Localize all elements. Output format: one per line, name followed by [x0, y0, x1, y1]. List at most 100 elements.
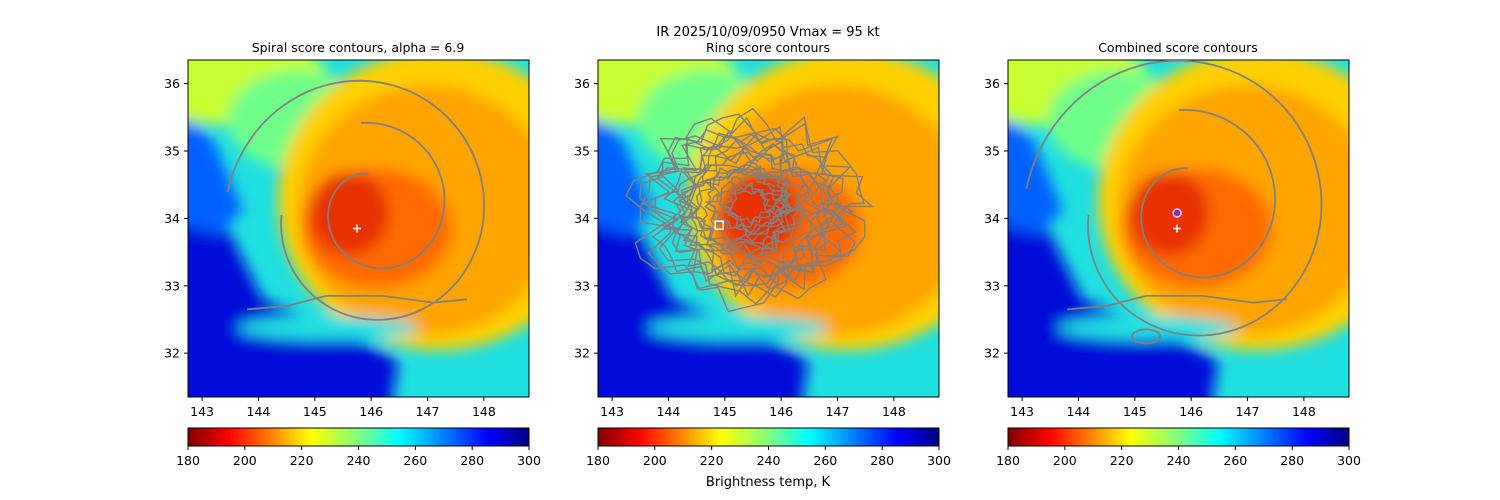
ring-contour [695, 168, 791, 251]
x-tick-label: 148 [472, 404, 496, 419]
panel-title-combined: Combined score contours [1098, 40, 1258, 55]
rainband-south [1058, 316, 1238, 340]
field-blobs [1008, 60, 1349, 397]
ring-contour [639, 127, 848, 298]
eyewall-cold-tops [309, 171, 390, 256]
colorbar-tick-label: 200 [643, 453, 667, 468]
y-tick-label: 32 [164, 346, 180, 361]
colorbar-gradient [187, 427, 530, 447]
x-tick-label: 147 [416, 404, 440, 419]
cold-clear-region [1008, 216, 1218, 397]
colorbar: 180 200 220 240 260 280 300 [996, 427, 1361, 468]
blue-region-west [188, 117, 243, 235]
colorbar-tick-label: 240 [1167, 453, 1191, 468]
blue-region-west [1008, 117, 1063, 235]
y-tick-label: 36 [574, 76, 590, 91]
x-tick-label: 144 [247, 404, 271, 419]
panel-title-spiral: Spiral score contours, alpha = 6.9 [252, 40, 465, 55]
ring-contour [676, 154, 820, 277]
x-tick-label: 144 [1067, 404, 1091, 419]
y-tick-label: 35 [164, 143, 180, 158]
ring-contour [651, 125, 841, 297]
cold-clear-region [598, 216, 808, 397]
y-tick-label: 33 [574, 278, 590, 293]
colorbar-tick-label: 200 [1053, 453, 1077, 468]
ring-center-square-marker [714, 220, 724, 230]
contours [625, 107, 874, 313]
ring-contour [696, 169, 802, 259]
colorbar-tick-label: 260 [403, 453, 427, 468]
colorbar-tick-label: 240 [757, 453, 781, 468]
panel-ring: Ring score contours 143 144 145 146 147 148 32… [574, 40, 951, 468]
spiral-contour-outer [1025, 60, 1323, 337]
y-tick-label: 33 [164, 278, 180, 293]
ring-contour [703, 163, 791, 236]
spiral-contour-inner [327, 121, 446, 270]
panel-title-ring: Ring score contours [706, 40, 830, 55]
small-contour [1131, 328, 1161, 345]
colorbar-tick-label: 300 [517, 453, 541, 468]
contours [1025, 60, 1323, 345]
y-tick-label: 34 [574, 211, 590, 226]
x-tick-label: 143 [600, 404, 624, 419]
ring-contour [640, 107, 865, 298]
ring-contour-cluster [625, 107, 874, 313]
center-plus-marker [353, 224, 362, 233]
x-tick-label: 146 [359, 404, 383, 419]
band-contour [247, 295, 468, 311]
x-tick-label: 147 [1236, 404, 1260, 419]
cold-clear-region [188, 216, 398, 397]
colorbar-tick-label: 220 [700, 453, 724, 468]
ring-contour [718, 172, 785, 228]
colorbar-tick-label: 280 [1280, 453, 1304, 468]
colorbar: 180 200 220 240 260 280 300 [586, 427, 951, 468]
colorbar-tick-label: 220 [290, 453, 314, 468]
x-tick-label: 147 [826, 404, 850, 419]
y-tick-label: 33 [984, 278, 1000, 293]
x-tick-label: 143 [1010, 404, 1034, 419]
colorbar-tick-label: 180 [586, 453, 610, 468]
colorbar: 180 200 220 240 260 280 300 [176, 427, 541, 468]
colorbar-tick-label: 180 [176, 453, 200, 468]
rainband-south [238, 316, 418, 340]
colorbar-label: Brightness temp, K [706, 475, 831, 490]
panel-combined: Combined score contours 143 144 145 146 147 1… [984, 40, 1361, 468]
ir-field [1008, 60, 1349, 397]
combined-center-circle-marker [1172, 208, 1182, 218]
x-tick-label: 143 [190, 404, 214, 419]
colorbar-tick-label: 280 [460, 453, 484, 468]
colorbar-tick-label: 280 [870, 453, 894, 468]
panel-spiral: Spiral score contours, alpha = 6.9 143 14… [164, 40, 541, 468]
contours [226, 79, 486, 321]
spiral-contour-inner [1140, 108, 1277, 279]
x-tick-label: 145 [713, 404, 737, 419]
y-tick-label: 36 [984, 76, 1000, 91]
axes-frame [597, 59, 940, 398]
rainband-south [648, 316, 828, 340]
x-tick-label: 144 [657, 404, 681, 419]
y-tick-label: 36 [164, 76, 180, 91]
y-tick-label: 35 [574, 143, 590, 158]
y-tick-label: 35 [984, 143, 1000, 158]
y-tick-label: 32 [984, 346, 1000, 361]
colorbar-tick-label: 180 [996, 453, 1020, 468]
colorbar-gradient [597, 427, 940, 447]
colorbar-tick-label: 260 [813, 453, 837, 468]
x-tick-label: 146 [1179, 404, 1203, 419]
ring-contour [639, 113, 874, 305]
x-tick-label: 145 [303, 404, 327, 419]
colorbar-tick-label: 200 [233, 453, 257, 468]
figure-suptitle: IR 2025/10/09/0950 Vmax = 95 kt [656, 25, 879, 40]
axes-frame [187, 59, 530, 398]
eyewall-cold-tops [1129, 171, 1210, 256]
ring-contour [625, 116, 857, 313]
center-plus-marker [1173, 224, 1182, 233]
colorbar-gradient [1007, 427, 1350, 447]
x-tick-label: 146 [769, 404, 793, 419]
ring-contour [662, 142, 825, 282]
x-tick-label: 145 [1123, 404, 1147, 419]
colorbar-tick-label: 300 [927, 453, 951, 468]
x-tick-label: 148 [882, 404, 906, 419]
x-tick-label: 148 [1292, 404, 1316, 419]
